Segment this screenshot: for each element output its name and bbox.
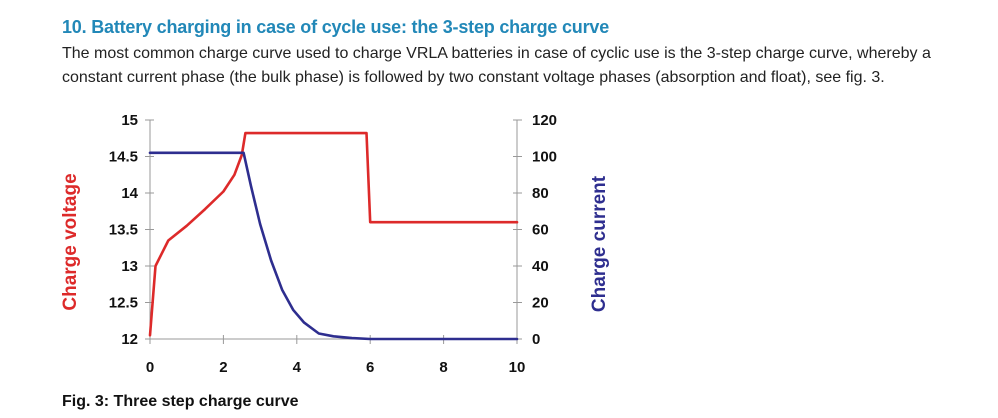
y2-tick-label: 40: [532, 258, 549, 275]
y2-tick-label: 100: [532, 149, 557, 166]
y-tick-label: 13: [121, 258, 138, 275]
y-tick-label: 13.5: [109, 222, 138, 239]
x-tick-label: 6: [366, 359, 374, 376]
intro-paragraph: The most common charge curve used to cha…: [62, 45, 931, 86]
y2-axis-title: Charge current: [589, 175, 610, 312]
y2-tick-label: 60: [532, 222, 549, 239]
x-tick-label: 0: [146, 359, 154, 376]
y-tick-label: 14.5: [109, 149, 138, 166]
y-tick-label: 15: [121, 112, 138, 129]
x-tick-label: 4: [293, 359, 302, 376]
charge-current-line: [148, 151, 519, 341]
y2-tick-label: 120: [532, 112, 557, 129]
y-axis-title: Charge voltage: [60, 173, 81, 310]
y-tick-label: 12.5: [109, 295, 138, 312]
y2-tick-label: 0: [532, 331, 540, 348]
x-tick-label: 8: [439, 359, 447, 376]
section-heading: 10. Battery charging in case of cycle us…: [62, 17, 610, 37]
x-tick-label: 2: [219, 359, 227, 376]
charge-voltage-line: [148, 131, 519, 337]
y2-tick-label: 20: [532, 295, 549, 312]
figure-caption: Fig. 3: Three step charge curve: [62, 393, 299, 410]
y2-tick-label: 80: [532, 185, 549, 202]
y-tick-label: 14: [121, 185, 138, 202]
x-tick-label: 10: [509, 359, 526, 376]
y-tick-label: 12: [121, 331, 138, 348]
